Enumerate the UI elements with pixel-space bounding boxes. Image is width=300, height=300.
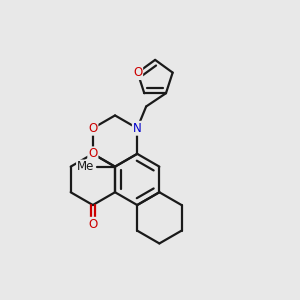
Text: Me: Me: [77, 160, 94, 173]
Text: O: O: [88, 147, 98, 160]
Text: O: O: [88, 218, 98, 231]
Text: O: O: [133, 66, 142, 79]
Text: O: O: [88, 122, 98, 135]
Text: N: N: [133, 122, 142, 135]
